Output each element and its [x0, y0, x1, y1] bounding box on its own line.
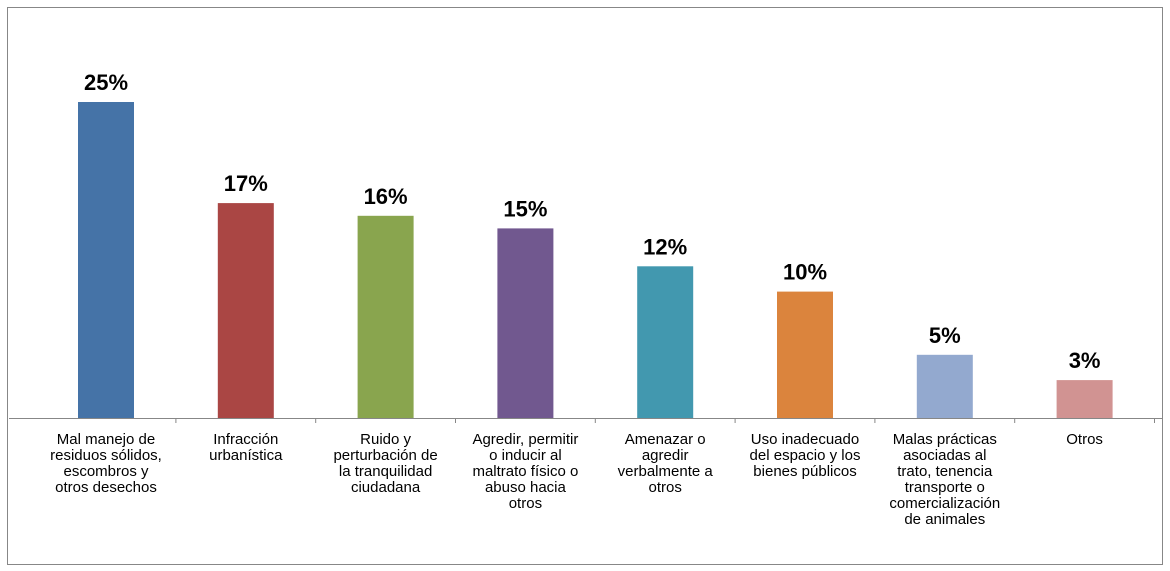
bar-8	[1056, 380, 1113, 418]
bar-6	[777, 291, 833, 418]
category-label-2: Infracción urbanística	[209, 431, 283, 464]
category-label-6: Uso inadecuado del espacio y los bienes pú…	[750, 431, 861, 480]
category-label-line: asociadas al	[903, 447, 986, 464]
category-label-line: otros	[509, 495, 542, 512]
category-label-5: Amenazar o agredir verbalmente a otros	[618, 431, 714, 496]
category-label-line: Malas prácticas	[893, 431, 997, 448]
category-label-line: escombros y	[63, 463, 149, 480]
category-label-line: Agredir, permitir	[472, 431, 578, 448]
category-label-line: maltrato físico o	[472, 463, 578, 480]
data-label-3: 16%	[364, 184, 408, 209]
category-label-line: bienes públicos	[753, 463, 856, 480]
category-label-line: verbalmente a	[618, 463, 714, 480]
category-label-line: Uso inadecuado	[751, 431, 859, 448]
data-label-8: 3%	[1069, 348, 1101, 373]
category-label-8: Otros	[1066, 431, 1103, 448]
category-label-line: Infracción	[213, 431, 278, 448]
data-label-1: 25%	[84, 70, 128, 95]
data-label-4: 15%	[503, 196, 547, 221]
bar-2	[217, 203, 274, 418]
category-label-line: la tranquilidad	[339, 463, 432, 480]
category-label-line: comercialización	[889, 495, 1000, 512]
category-label-line: agredir	[642, 447, 689, 464]
category-label-line: trato, tenencia	[897, 463, 993, 480]
category-label-line: de animales	[904, 511, 985, 528]
category-label-line: perturbación de	[333, 447, 437, 464]
category-label-line: del espacio y los	[750, 447, 861, 464]
category-label-line: ciudadana	[351, 479, 421, 496]
category-label-3: Ruido y perturbación de la tranquilidad ciu…	[333, 431, 437, 496]
category-label-line: Otros	[1066, 431, 1103, 448]
category-label-line: o inducir al	[489, 447, 562, 464]
bar-1	[78, 102, 134, 418]
category-label-line: Mal manejo de	[57, 431, 155, 448]
bar-4	[497, 228, 554, 418]
bar-7	[916, 354, 973, 418]
data-label-2: 17%	[224, 171, 268, 196]
category-label-line: abuso hacia	[485, 479, 567, 496]
category-label-4: Agredir, permitir o inducir al maltrato fí…	[472, 431, 578, 512]
data-label-6: 10%	[783, 260, 827, 285]
category-label-1: Mal manejo de residuos sólidos, escombros …	[50, 431, 162, 496]
data-label-5: 12%	[643, 234, 687, 259]
bar-3	[357, 215, 414, 418]
data-label-7: 5%	[929, 323, 961, 348]
category-label-line: Ruido y	[360, 431, 411, 448]
category-label-line: otros desechos	[55, 479, 157, 496]
category-label-line: otros	[649, 479, 682, 496]
bar-5	[637, 266, 694, 418]
category-label-line: residuos sólidos,	[50, 447, 162, 464]
category-label-line: urbanística	[209, 447, 283, 464]
category-label-7: Malas prácticas asociadas al trato, tenenc…	[889, 431, 1000, 528]
category-label-line: Amenazar o	[625, 431, 706, 448]
chart-area	[7, 7, 1163, 565]
category-label-line: transporte o	[905, 479, 985, 496]
